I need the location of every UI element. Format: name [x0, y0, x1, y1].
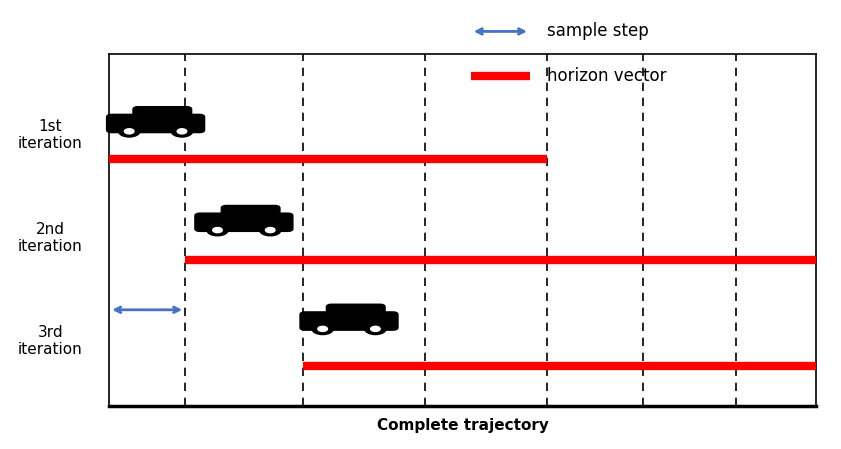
Text: 2nd
iteration: 2nd iteration	[19, 222, 82, 254]
FancyBboxPatch shape	[195, 213, 293, 231]
Circle shape	[371, 326, 380, 331]
Circle shape	[177, 129, 187, 134]
Text: 3rd
iteration: 3rd iteration	[19, 325, 82, 357]
FancyBboxPatch shape	[133, 107, 192, 123]
Text: horizon vector: horizon vector	[547, 67, 666, 85]
FancyBboxPatch shape	[300, 312, 398, 330]
Circle shape	[260, 224, 281, 236]
Circle shape	[213, 228, 222, 233]
FancyBboxPatch shape	[221, 206, 280, 221]
Circle shape	[318, 326, 327, 331]
FancyBboxPatch shape	[107, 114, 204, 132]
FancyBboxPatch shape	[326, 304, 385, 320]
Circle shape	[266, 228, 275, 233]
Circle shape	[124, 129, 134, 134]
Text: 1st
iteration: 1st iteration	[19, 119, 82, 151]
Circle shape	[172, 126, 193, 137]
Text: Complete trajectory: Complete trajectory	[377, 418, 548, 433]
Circle shape	[365, 323, 386, 335]
Circle shape	[312, 323, 333, 335]
Circle shape	[207, 224, 228, 236]
Circle shape	[119, 126, 140, 137]
Text: sample step: sample step	[547, 22, 648, 40]
